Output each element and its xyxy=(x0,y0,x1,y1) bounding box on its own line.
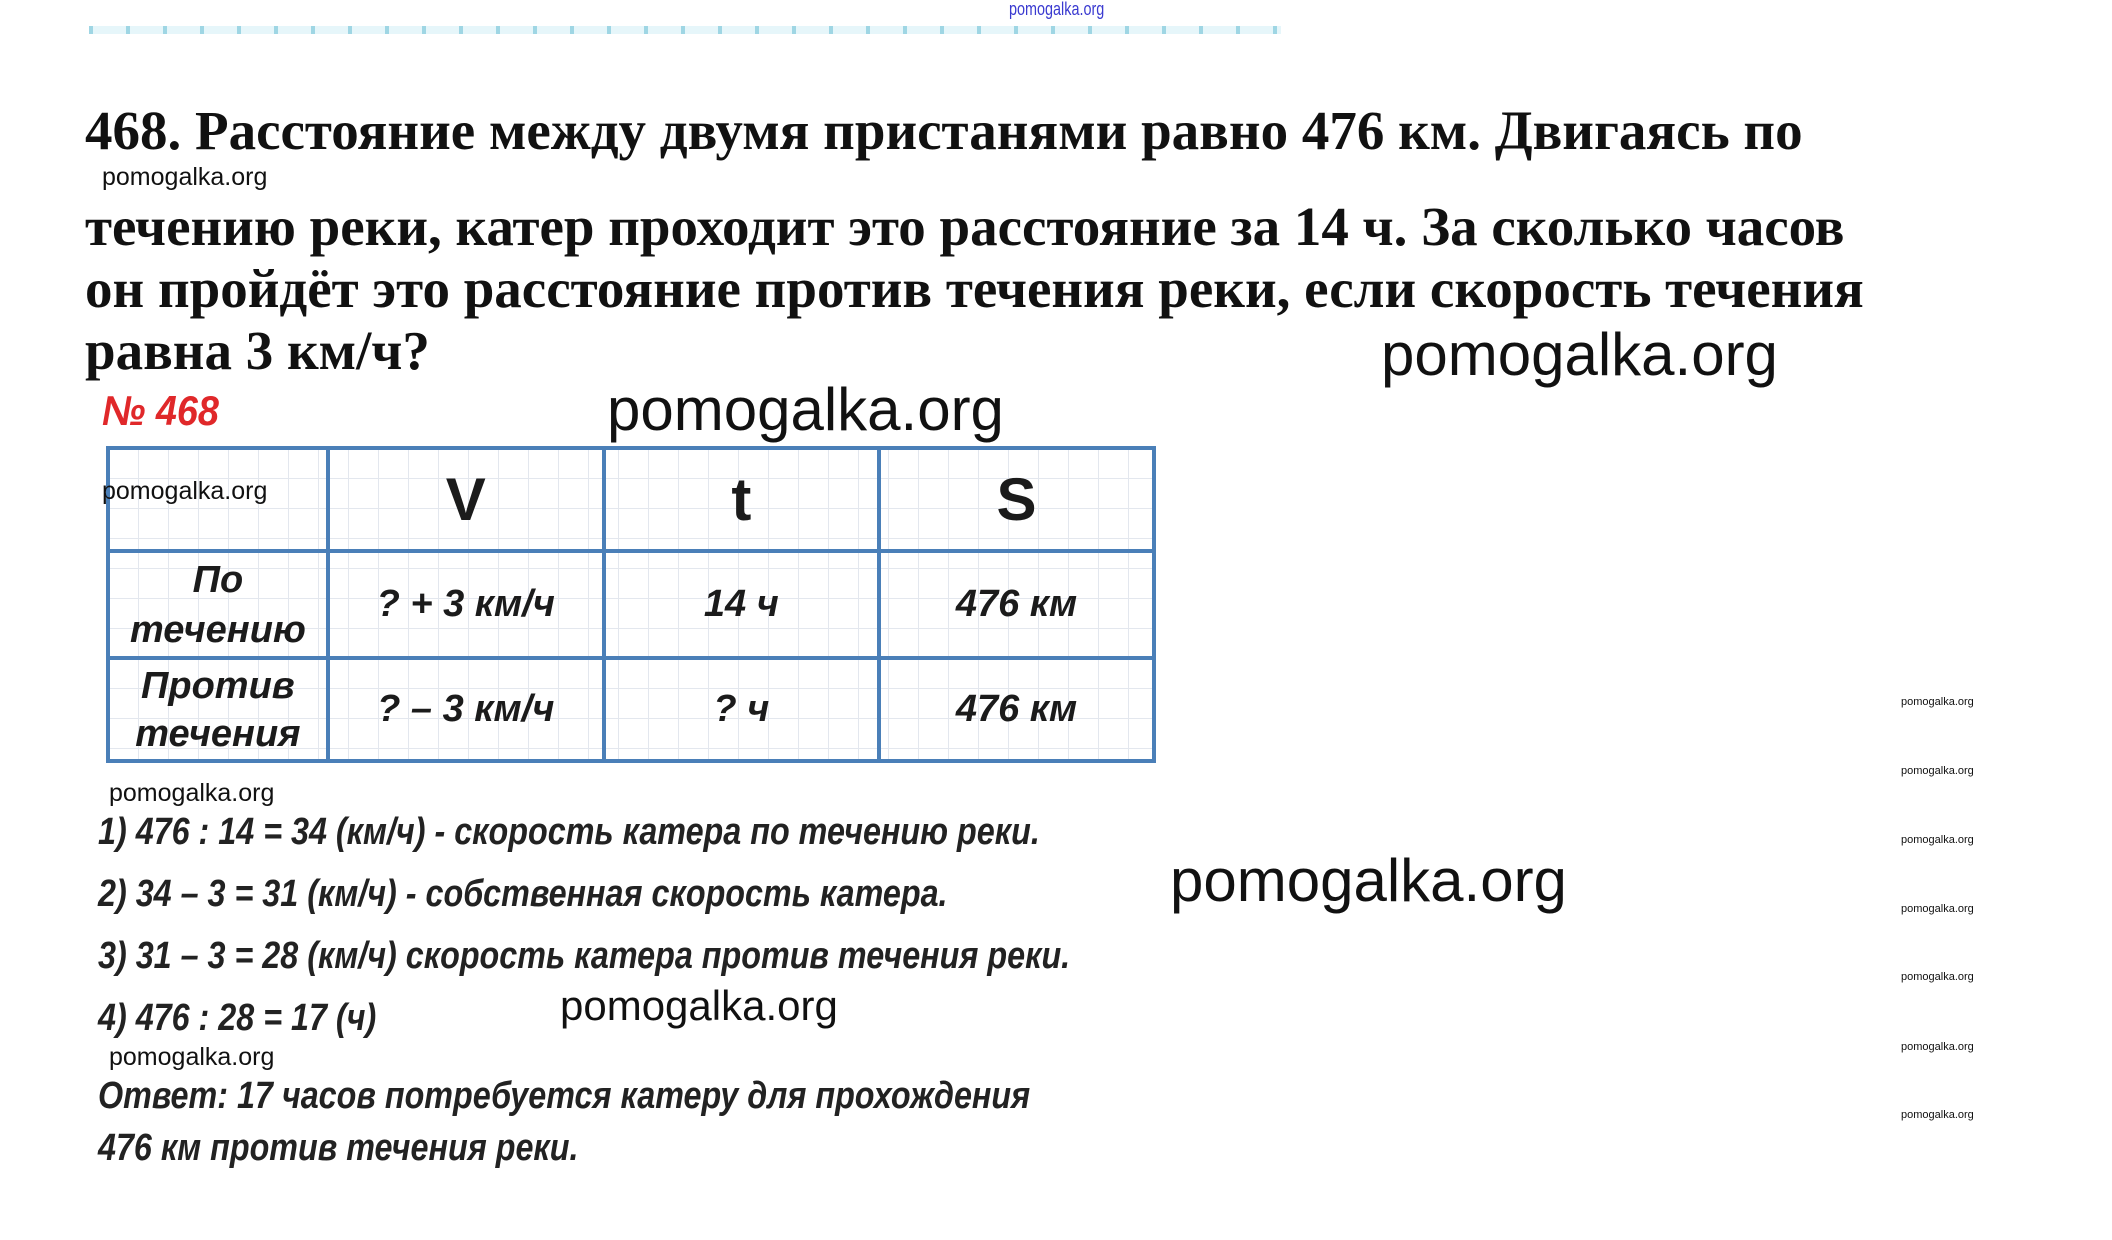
solution-step: 1) 476 : 14 = 34 (км/ч) - скорость катер… xyxy=(98,811,1040,853)
watermark: pomogalka.org xyxy=(1901,971,1974,983)
solution-number: № 468 xyxy=(102,387,219,434)
table-header-row: V t S xyxy=(106,446,1157,553)
answer-line: Ответ: 17 часов потребуется катеру для п… xyxy=(98,1075,1031,1117)
watermark: pomogalka.org xyxy=(102,163,268,191)
table-header-cell: V xyxy=(325,446,606,553)
watermark: pomogalka.org xyxy=(1901,1041,1974,1053)
watermark: pomogalka.org xyxy=(607,376,1004,443)
watermark: pomogalka.org xyxy=(1170,847,1567,914)
problem-line: он пройдёт это расстояние против течения… xyxy=(85,258,1864,319)
problem-line: течению реки, катер проходит это расстоя… xyxy=(85,196,1845,257)
watermark: pomogalka.org xyxy=(1901,696,1974,708)
watermark: pomogalka.org xyxy=(109,1043,275,1071)
watermark-top: pomogalka.org xyxy=(1009,0,1105,19)
table-cell: ? – 3 км/ч xyxy=(325,656,606,763)
table-cell: ? + 3 км/ч xyxy=(325,549,606,660)
watermark: pomogalka.org xyxy=(1901,903,1974,915)
data-table: V t S По течению ? + 3 км/ч 14 ч 476 км … xyxy=(106,446,1157,763)
answer-line: 476 км против течения реки. xyxy=(98,1127,579,1169)
table-cell: ? ч xyxy=(601,656,881,763)
solution-step: 3) 31 – 3 = 28 (км/ч) скорость катера пр… xyxy=(98,935,1071,977)
table-cell: 476 км xyxy=(876,656,1157,763)
problem-line: 468. Расстояние между двумя пристанями р… xyxy=(85,100,1803,161)
watermark: pomogalka.org xyxy=(109,779,275,807)
table-header-cell: t xyxy=(601,446,881,553)
watermark: pomogalka.org xyxy=(1901,834,1974,846)
watermark: pomogalka.org xyxy=(102,477,268,505)
watermark: pomogalka.org xyxy=(1901,1109,1974,1121)
table-cell: 476 км xyxy=(876,549,1157,660)
table-row: Против течения ? – 3 км/ч ? ч 476 км xyxy=(106,656,1157,763)
watermark: pomogalka.org xyxy=(1381,321,1778,388)
watermark: pomogalka.org xyxy=(1901,765,1974,777)
table-header-cell: S xyxy=(876,446,1157,553)
table-row: По течению ? + 3 км/ч 14 ч 476 км xyxy=(106,549,1157,660)
table-header-cell xyxy=(106,446,330,553)
table-cell: 14 ч xyxy=(601,549,881,660)
problem-line: равна 3 км/ч? xyxy=(85,320,430,381)
watermark: pomogalka.org xyxy=(560,982,838,1029)
solution-step: 2) 34 – 3 = 31 (км/ч) - собственная скор… xyxy=(98,873,948,915)
table-cell: По течению xyxy=(106,549,330,660)
dotted-divider xyxy=(89,26,1281,34)
table-cell: Против течения xyxy=(106,656,330,763)
solution-step: 4) 476 : 28 = 17 (ч) xyxy=(98,997,377,1039)
